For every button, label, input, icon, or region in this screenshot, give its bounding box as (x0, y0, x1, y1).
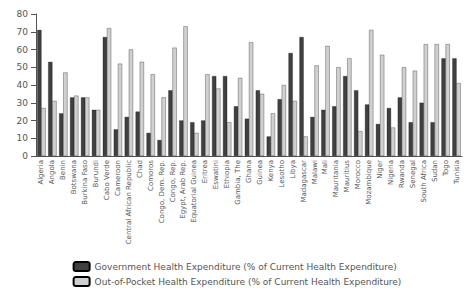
svg-text:Morocco: Morocco (354, 160, 362, 189)
svg-text:Eritrea: Eritrea (201, 160, 209, 183)
svg-text:Angola: Angola (48, 160, 56, 184)
svg-text:Equatorial Guinea: Equatorial Guinea (190, 160, 198, 223)
svg-text:80: 80 (17, 9, 29, 19)
svg-text:Cameroon: Cameroon (114, 160, 122, 196)
svg-text:Comoros: Comoros (147, 160, 155, 191)
svg-text:Lesotho: Lesotho (278, 160, 286, 187)
svg-text:30: 30 (17, 98, 29, 108)
svg-text:10: 10 (17, 133, 29, 143)
svg-text:Kenya: Kenya (267, 160, 275, 181)
svg-text:50: 50 (17, 62, 29, 72)
svg-text:Burundi: Burundi (92, 160, 100, 187)
svg-text:Senegal: Senegal (409, 160, 417, 188)
svg-text:Rwanda: Rwanda (398, 160, 406, 188)
svg-text:Togo: Togo (442, 160, 450, 177)
svg-text:40: 40 (17, 80, 29, 90)
svg-text:South Africa: South Africa (420, 160, 428, 203)
svg-text:Mali: Mali (321, 160, 329, 174)
svg-text:Cabo Verde: Cabo Verde (103, 160, 111, 200)
svg-text:Libya: Libya (289, 160, 297, 179)
svg-text:Mauritania: Mauritania (332, 160, 340, 197)
svg-text:Sudan: Sudan (431, 160, 439, 182)
svg-text:Ghana: Ghana (245, 160, 253, 183)
svg-text:Algeria: Algeria (37, 160, 45, 185)
svg-text:60: 60 (17, 45, 29, 55)
svg-text:Congo, Rep.: Congo, Rep. (169, 160, 177, 202)
svg-text:Congo, Dem. Rep.: Congo, Dem. Rep. (158, 160, 166, 223)
svg-text:Out-of-Pocket Health Expenditu: Out-of-Pocket Health Expenditure (% of C… (95, 277, 402, 287)
svg-text:Gambia, The: Gambia, The (234, 160, 242, 205)
svg-text:Guinea: Guinea (256, 160, 264, 185)
svg-text:Mozambique: Mozambique (365, 160, 373, 205)
svg-text:70: 70 (17, 27, 29, 37)
svg-text:Central African Republic: Central African Republic (125, 160, 133, 244)
svg-text:Eswatini: Eswatini (212, 160, 220, 189)
svg-text:Benin: Benin (59, 160, 67, 180)
svg-text:Egypt, Arab Rep.: Egypt, Arab Rep. (179, 160, 187, 219)
svg-text:Ethiopia: Ethiopia (223, 160, 231, 189)
svg-text:Mauritius: Mauritius (343, 160, 351, 193)
svg-text:Madagascar: Madagascar (300, 160, 308, 203)
svg-text:Government Health Expenditure: Government Health Expenditure (% of Curr… (95, 262, 397, 272)
svg-text:Burkina Faso: Burkina Faso (81, 160, 89, 205)
svg-text:Malawi: Malawi (311, 160, 319, 184)
svg-text:20: 20 (17, 116, 29, 126)
svg-text:Botswana: Botswana (70, 160, 78, 194)
svg-text:Nigeria: Nigeria (387, 160, 395, 185)
svg-text:Tunisia: Tunisia (453, 160, 461, 185)
svg-text:Chad: Chad (136, 160, 144, 178)
svg-text:Niger: Niger (376, 160, 384, 179)
svg-text:0: 0 (22, 151, 28, 161)
